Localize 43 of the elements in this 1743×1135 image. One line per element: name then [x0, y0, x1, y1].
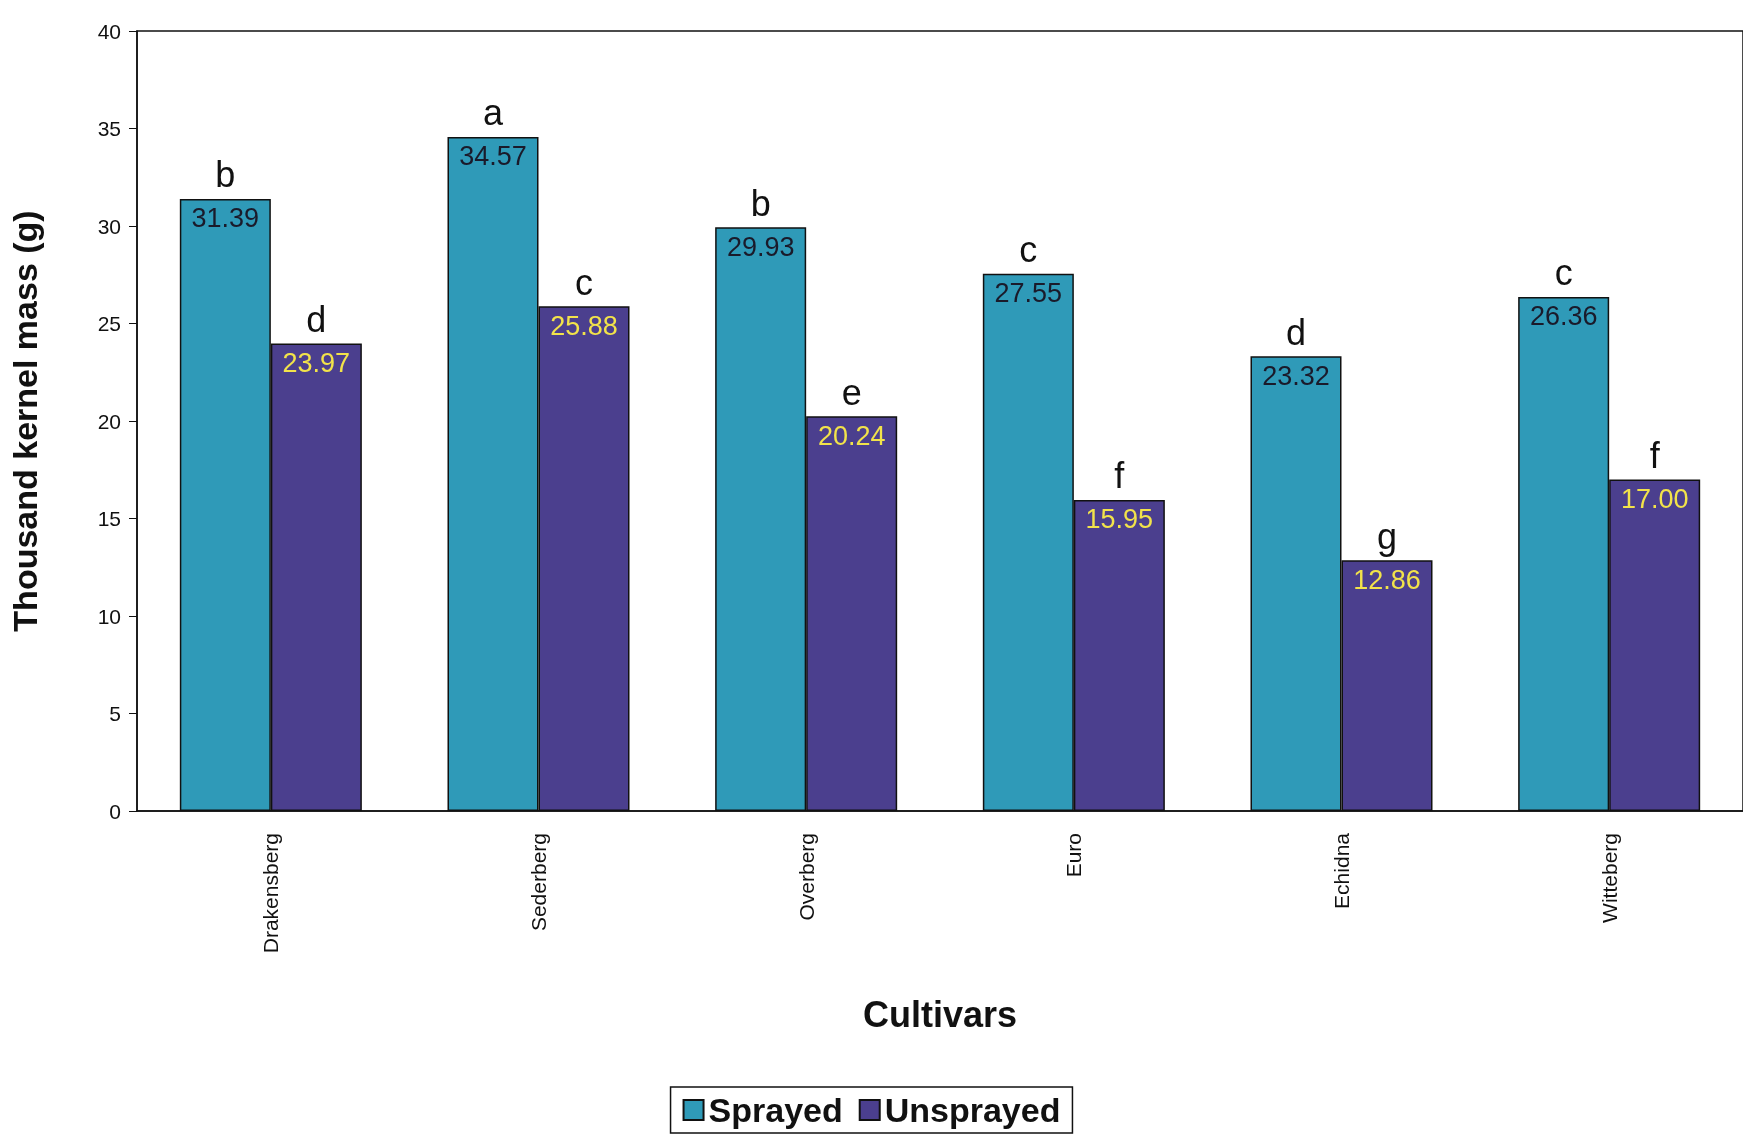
y-tick-label: 15	[97, 507, 121, 530]
data-label: 23.32	[1262, 360, 1330, 391]
data-label: 29.93	[726, 231, 795, 262]
annotation: a	[482, 92, 504, 134]
y-tick-label: 40	[97, 19, 121, 43]
data-label: 27.55	[994, 278, 1063, 309]
annotation: f	[1649, 435, 1661, 476]
annotation: d	[1285, 311, 1307, 353]
annotation: f	[1114, 455, 1126, 497]
x-tick-label: Echidna	[1330, 832, 1353, 909]
x-tick-label: Euro	[1062, 833, 1086, 878]
data-label: 17.00	[1620, 484, 1689, 514]
legend-label: Sprayed	[708, 1091, 843, 1129]
annotation: c	[575, 261, 593, 303]
annotation: c	[1554, 252, 1573, 294]
x-tick-label: Sederberg	[527, 833, 550, 932]
x-tick-label: Overberg	[794, 833, 818, 921]
data-label: 15.95	[1085, 504, 1154, 535]
x-axis-title: Cultivars	[862, 993, 1018, 1035]
data-label: 31.39	[191, 203, 260, 234]
x-tick-label: Drakensberg	[259, 833, 283, 954]
annotation: e	[841, 371, 862, 413]
data-label: 20.24	[817, 420, 886, 451]
x-tick-label: Witteberg	[1597, 833, 1621, 923]
annotation: b	[215, 154, 236, 196]
annotation: g	[1376, 515, 1398, 557]
y-tick-label: 25	[97, 312, 121, 335]
y-tick-label: 0	[109, 799, 121, 823]
y-tick-label: 35	[97, 117, 121, 140]
annotation: d	[306, 299, 327, 341]
data-label: 26.36	[1529, 301, 1598, 332]
data-label: 25.88	[550, 310, 618, 341]
legend-label: Unsprayed	[884, 1091, 1061, 1129]
data-label: 23.97	[282, 348, 351, 379]
y-tick-label: 30	[97, 214, 121, 238]
data-label: 12.86	[1353, 564, 1421, 595]
y-tick-label: 20	[97, 409, 121, 433]
y-axis-title: Thousand kernel mass (g)	[6, 210, 44, 632]
annotation: b	[750, 182, 771, 224]
y-tick-label: 5	[109, 702, 121, 725]
y-tick-label: 10	[97, 604, 121, 628]
annotation: c	[1019, 229, 1038, 271]
data-label: 34.57	[459, 141, 527, 172]
